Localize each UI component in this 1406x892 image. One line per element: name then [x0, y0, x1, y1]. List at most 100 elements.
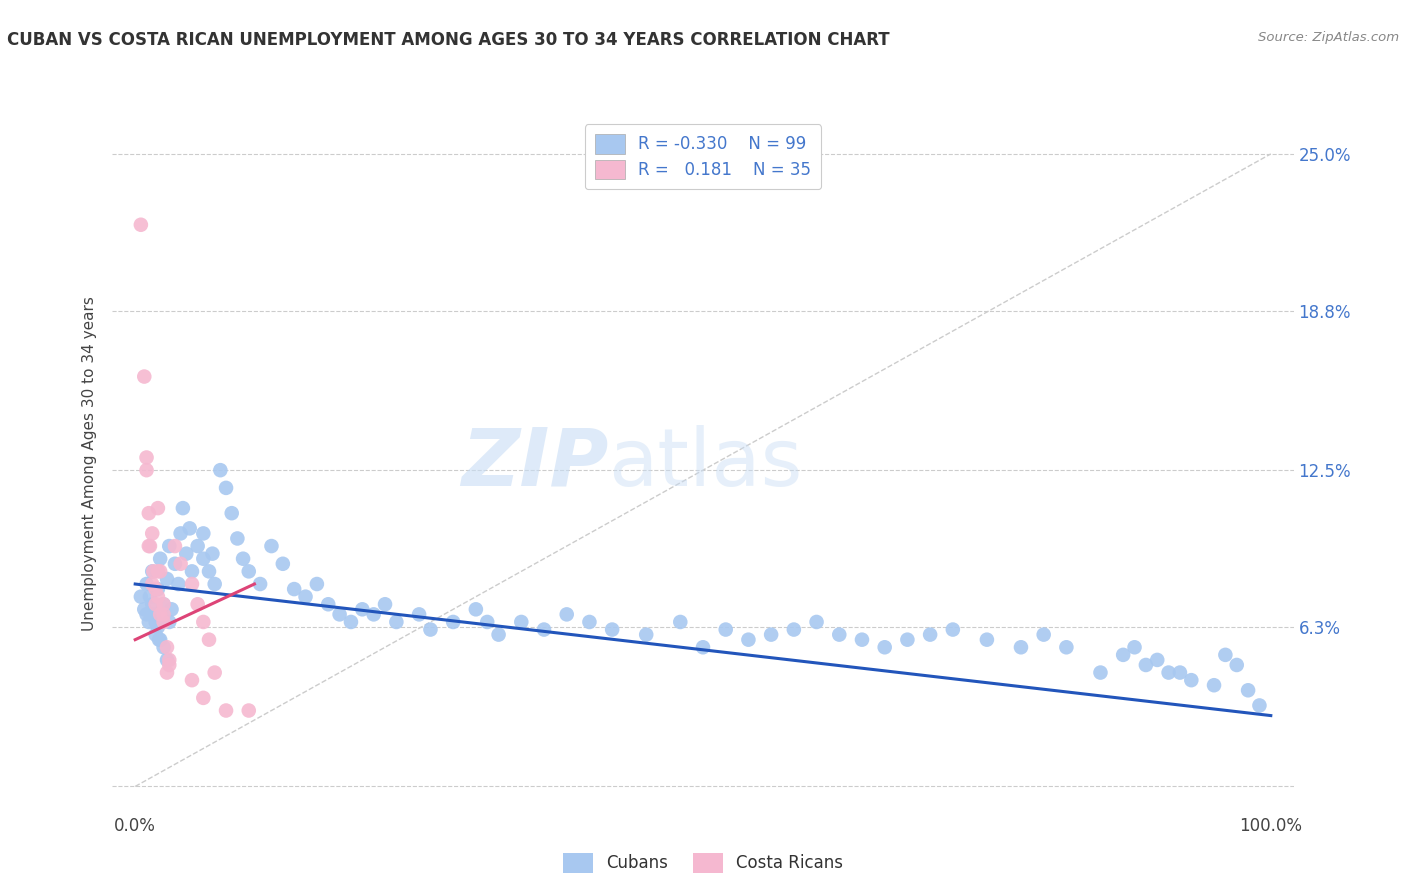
Point: [174, 547, 197, 561]
Point: [160, 602, 183, 616]
Point: [221, 506, 243, 520]
Point: [193, 551, 215, 566]
Point: [172, 501, 194, 516]
Point: [316, 597, 339, 611]
Point: [157, 539, 180, 553]
Text: CUBAN VS COSTA RICAN UNEMPLOYMENT AMONG AGES 30 TO 34 YEARS CORRELATION CHART: CUBAN VS COSTA RICAN UNEMPLOYMENT AMONG …: [7, 31, 890, 49]
Point: [896, 632, 918, 647]
Point: [152, 640, 174, 655]
Point: [578, 615, 600, 629]
Point: [340, 615, 363, 629]
Point: [135, 450, 157, 465]
Point: [305, 577, 328, 591]
Point: [533, 623, 555, 637]
Point: [215, 481, 238, 495]
Legend: Cubans, Costa Ricans: Cubans, Costa Ricans: [555, 847, 851, 880]
Point: [759, 627, 782, 641]
Point: [156, 572, 179, 586]
Point: [198, 632, 221, 647]
Point: [146, 620, 169, 634]
Point: [1202, 678, 1225, 692]
Point: [1010, 640, 1032, 655]
Point: [441, 615, 464, 629]
Point: [226, 532, 249, 546]
Text: ZIP: ZIP: [461, 425, 609, 503]
Point: [510, 615, 533, 629]
Point: [129, 590, 152, 604]
Point: [149, 551, 172, 566]
Point: [181, 577, 204, 591]
Point: [146, 565, 169, 579]
Point: [294, 590, 316, 604]
Point: [737, 632, 759, 647]
Point: [669, 615, 692, 629]
Point: [1112, 648, 1135, 662]
Point: [156, 640, 179, 655]
Point: [142, 607, 165, 622]
Legend: R = -0.330    N = 99, R =   0.181    N = 35: R = -0.330 N = 99, R = 0.181 N = 35: [585, 124, 821, 189]
Point: [134, 602, 156, 616]
Y-axis label: Unemployment Among Ages 30 to 34 years: Unemployment Among Ages 30 to 34 years: [82, 296, 97, 632]
Point: [135, 463, 157, 477]
Point: [146, 590, 169, 604]
Point: [1123, 640, 1146, 655]
Point: [141, 597, 163, 611]
Point: [152, 597, 174, 611]
Point: [329, 607, 352, 622]
Point: [135, 577, 157, 591]
Point: [156, 665, 179, 680]
Point: [385, 615, 408, 629]
Point: [141, 565, 163, 579]
Point: [181, 673, 204, 688]
Point: [1146, 653, 1168, 667]
Point: [1180, 673, 1202, 688]
Point: [129, 218, 152, 232]
Point: [783, 623, 806, 637]
Point: [419, 623, 441, 637]
Point: [352, 602, 374, 616]
Point: [139, 590, 162, 604]
Point: [238, 565, 260, 579]
Point: [232, 551, 254, 566]
Point: [149, 632, 172, 647]
Point: [215, 704, 238, 718]
Point: [193, 690, 215, 705]
Point: [283, 582, 305, 596]
Point: [146, 501, 169, 516]
Point: [201, 547, 224, 561]
Point: [152, 607, 174, 622]
Point: [408, 607, 430, 622]
Point: [1226, 657, 1249, 672]
Point: [1157, 665, 1180, 680]
Point: [145, 627, 167, 641]
Point: [145, 615, 167, 629]
Point: [167, 577, 190, 591]
Point: [149, 607, 172, 622]
Point: [1249, 698, 1271, 713]
Point: [193, 615, 215, 629]
Point: [152, 597, 174, 611]
Point: [156, 653, 179, 667]
Point: [942, 623, 965, 637]
Point: [169, 557, 191, 571]
Point: [198, 565, 221, 579]
Point: [636, 627, 658, 641]
Point: [145, 582, 167, 596]
Point: [271, 557, 294, 571]
Point: [1032, 627, 1054, 641]
Point: [157, 653, 180, 667]
Point: [249, 577, 271, 591]
Point: [139, 539, 162, 553]
Point: [1135, 657, 1157, 672]
Point: [163, 557, 186, 571]
Point: [1090, 665, 1112, 680]
Point: [149, 565, 172, 579]
Point: [920, 627, 942, 641]
Point: [976, 632, 998, 647]
Text: atlas: atlas: [609, 425, 803, 503]
Point: [363, 607, 385, 622]
Point: [163, 539, 186, 553]
Point: [152, 615, 174, 629]
Point: [1054, 640, 1077, 655]
Text: Source: ZipAtlas.com: Source: ZipAtlas.com: [1258, 31, 1399, 45]
